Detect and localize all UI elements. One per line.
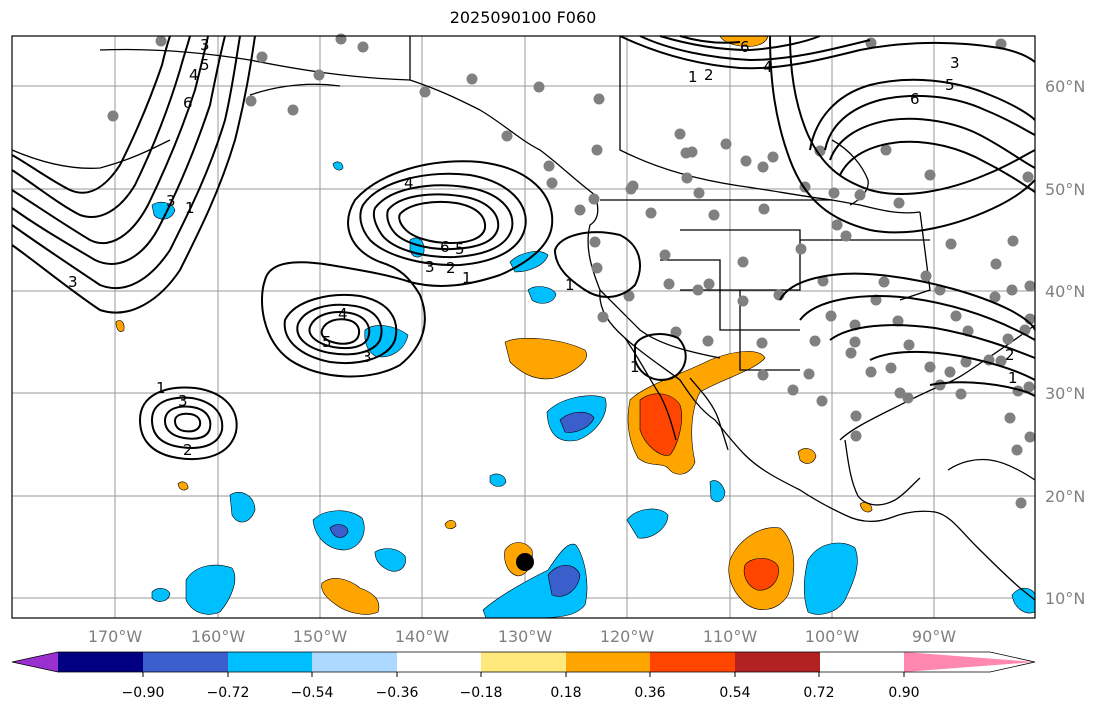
contour-label: 5 [322,333,332,351]
lon-label: 120°W [600,627,655,646]
station-dots [107,33,1036,509]
colorbar-extend-max [904,652,1035,672]
contour-lines [11,35,1036,460]
shaded-anomalies [115,35,1036,619]
contour-label: 5 [945,76,955,94]
lat-label: 60°N [1045,77,1085,96]
colorbar-bin [312,652,397,672]
contour-label-group: 3 5 6 4 6 5 1 3 2 3 4 6 1 4 6 5 3 2 1 4 … [68,36,1018,459]
colorbar-bin [397,652,481,672]
colorbar-tick-label: −0.90 [122,685,165,701]
lon-label: 140°W [395,627,450,646]
colorbar-tick-label: 0.90 [888,685,919,701]
contour-label: 6 [440,238,450,256]
storm-marker [516,553,534,571]
colorbar-outline [11,651,1036,673]
contour-label: 3 [68,273,78,291]
colorbar-tick-label: 0.72 [803,685,834,701]
lat-label: 50°N [1045,180,1085,199]
lon-label: 160°W [191,627,246,646]
map-panel [12,36,1035,618]
contour-label: 2 [704,66,714,84]
colorbar-bin [650,652,735,672]
colorbar-extend-min [12,652,58,672]
contour-label: 4 [763,58,773,76]
contour-label: 5 [200,56,210,74]
contour-label: 4 [338,305,348,323]
colorbar-tick-label: 0.36 [634,685,665,701]
lat-label: 40°N [1045,282,1085,301]
map-frame [11,35,1036,619]
lon-label: 150°W [293,627,348,646]
colorbar-bin [735,652,820,672]
contour-label: 5 [455,240,465,258]
lon-label: 110°W [703,627,758,646]
lon-label: 170°W [88,627,143,646]
colorbar-tick-label: 0.18 [550,685,581,701]
longitude-labels: 170°W 160°W 150°W 140°W 130°W 120°W 110°… [88,627,956,646]
colorbar-tick-label: −0.72 [207,685,250,701]
colorbar-bin [228,652,312,672]
contour-label: 3 [362,348,372,366]
lon-label: 100°W [805,627,860,646]
colorbar-bin [143,652,228,672]
colorbar-tick-label: −0.36 [376,685,419,701]
colorbar-bin [481,652,566,672]
contour-label: 4 [404,174,414,192]
map-title: 2025090100 F060 [449,8,597,27]
contour-label: 3 [178,392,188,410]
contour-label: 6 [910,90,920,108]
lat-label: 30°N [1045,384,1085,403]
contour-label: 3 [200,36,210,54]
contour-label: 3 [166,192,176,210]
contour-label: 6 [183,94,193,112]
contour-label: 1 [185,199,195,217]
colorbar-tick-label: −0.54 [291,685,334,701]
contour-label: 3 [950,54,960,72]
colorbar-tick-label: 0.54 [719,685,750,701]
contour-label: 1 [156,379,166,397]
contour-label: 6 [740,38,750,56]
colorbar-bin [58,652,143,672]
contour-label: 2 [183,441,193,459]
colorbar: −0.90 −0.72 −0.54 −0.36 −0.18 0.18 0.36 … [11,651,1036,701]
contour-label: 2 [446,259,456,277]
contour-label: 1 [462,269,472,287]
lat-label: 20°N [1045,487,1085,506]
contour-label: 1 [688,68,698,86]
latitude-labels: 60°N 50°N 40°N 30°N 20°N 10°N [1045,77,1085,608]
contour-label: 1 [565,276,575,294]
lon-label: 90°W [912,627,956,646]
contour-label: 3 [425,258,435,276]
colorbar-bin [566,652,650,672]
contour-label: 1 [630,358,640,376]
lat-label: 10°N [1045,589,1085,608]
contour-label: 4 [189,66,199,84]
colorbar-tick-label: −0.18 [460,685,503,701]
contour-label: 2 [1005,346,1015,364]
contour-label: 1 [1008,369,1018,387]
lon-label: 130°W [498,627,553,646]
